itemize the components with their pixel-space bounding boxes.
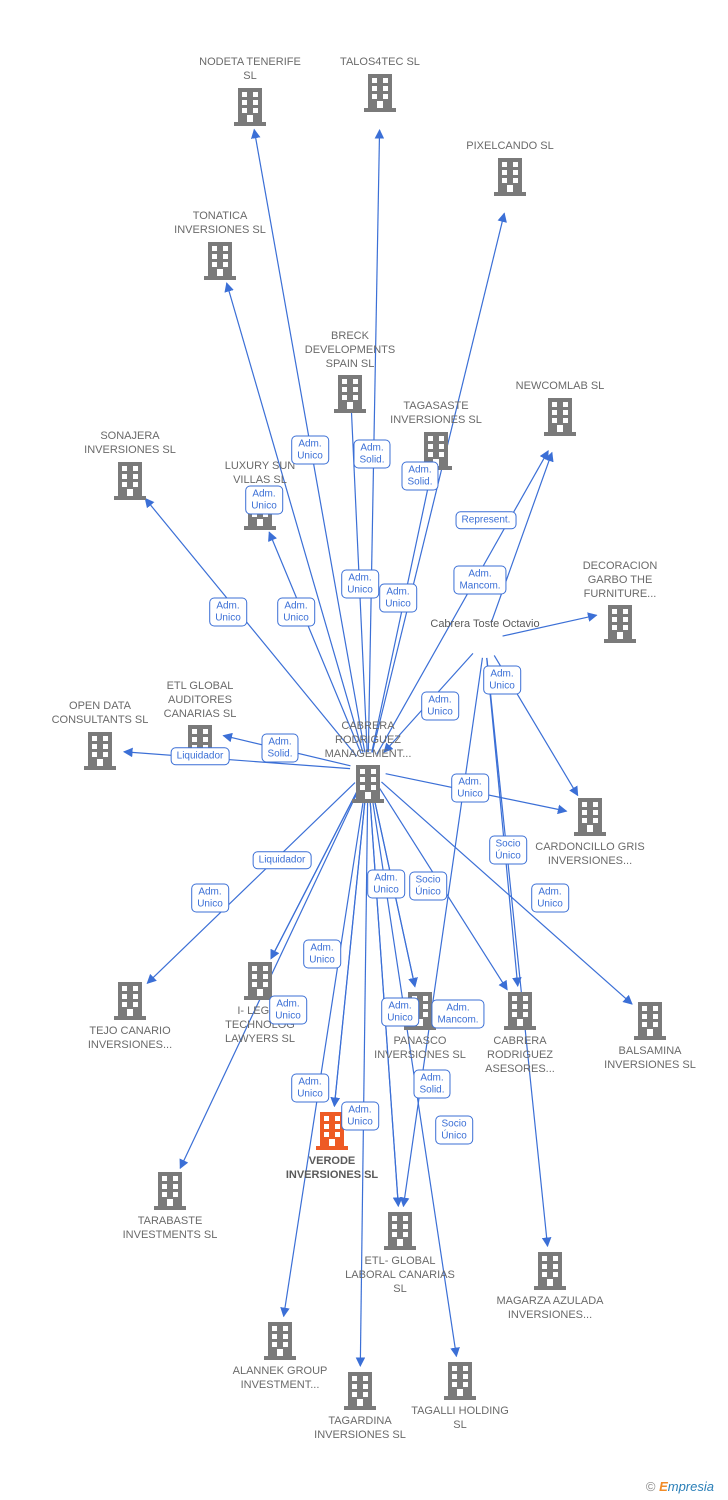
node-balsamina[interactable]: BALSAMINA INVERSIONES SL bbox=[595, 1000, 705, 1075]
building-icon bbox=[262, 1320, 298, 1360]
edge-label: Adm.Unico bbox=[483, 666, 521, 695]
edge-label: Adm.Unico bbox=[531, 884, 569, 913]
edge-label: Adm.Unico bbox=[379, 584, 417, 613]
node-tejo[interactable]: TEJO CANARIO INVERSIONES... bbox=[75, 980, 185, 1055]
edge-label: SocioÚnico bbox=[489, 836, 527, 865]
edge-label: Adm.Unico bbox=[191, 884, 229, 913]
edge bbox=[271, 786, 360, 959]
edge-label: Adm.Mancom. bbox=[431, 1000, 484, 1029]
node-tarabaste[interactable]: TARABASTE INVESTMENTS SL bbox=[115, 1170, 225, 1245]
node-tagardina[interactable]: TAGARDINA INVERSIONES SL bbox=[305, 1370, 415, 1445]
building-icon bbox=[350, 763, 386, 803]
edge-label: Liquidador bbox=[171, 747, 230, 765]
building-icon bbox=[82, 730, 118, 770]
node-label: TAGALLI HOLDING SL bbox=[405, 1405, 515, 1433]
building-icon bbox=[502, 990, 538, 1030]
building-icon bbox=[362, 72, 398, 112]
building-icon bbox=[342, 1370, 378, 1410]
node-sonajera[interactable]: SONAJERA INVERSIONES SL bbox=[75, 430, 185, 505]
node-magarza[interactable]: MAGARZA AZULADA INVERSIONES... bbox=[495, 1250, 605, 1325]
node-newcomlab[interactable]: NEWCOMLAB SL bbox=[505, 380, 615, 441]
node-label: SONAJERA INVERSIONES SL bbox=[75, 430, 185, 458]
node-nodeta[interactable]: NODETA TENERIFE SL bbox=[195, 56, 305, 131]
edge-label: Adm.Unico bbox=[277, 598, 315, 627]
building-icon bbox=[492, 156, 528, 196]
node-pixelcando[interactable]: PIXELCANDO SL bbox=[455, 140, 565, 201]
building-icon bbox=[532, 1250, 568, 1290]
building-icon bbox=[152, 1170, 188, 1210]
building-icon bbox=[382, 1210, 418, 1250]
node-label: NODETA TENERIFE SL bbox=[195, 56, 305, 84]
brand-initial: E bbox=[659, 1479, 668, 1494]
edge-label: Adm.Unico bbox=[381, 998, 419, 1027]
node-cardoncillo[interactable]: CARDONCILLO GRIS INVERSIONES... bbox=[535, 796, 645, 871]
building-icon bbox=[602, 603, 638, 643]
edge-label: Adm.Mancom. bbox=[453, 566, 506, 595]
edge-label: Liquidador bbox=[253, 851, 312, 869]
node-tagalli[interactable]: TAGALLI HOLDING SL bbox=[405, 1360, 515, 1435]
node-label: CABRERA RODRIGUEZ ASESORES... bbox=[465, 1035, 575, 1076]
edge-label: Adm.Unico bbox=[341, 1102, 379, 1131]
node-cabrera_toste[interactable]: Cabrera Toste Octavio bbox=[430, 618, 540, 634]
building-icon bbox=[632, 1000, 668, 1040]
node-label: PIXELCANDO SL bbox=[455, 140, 565, 154]
brand-rest: mpresia bbox=[668, 1479, 714, 1494]
node-cabrera_mgmt[interactable]: CABRERA RODRIGUEZ MANAGEMENT... bbox=[313, 720, 423, 808]
building-icon bbox=[112, 460, 148, 500]
node-label: TONATICA INVERSIONES SL bbox=[165, 210, 275, 238]
edge-label: Adm.Unico bbox=[421, 692, 459, 721]
node-decoracion[interactable]: DECORACION GARBO THE FURNITURE... bbox=[565, 560, 675, 648]
edge-label: Adm.Unico bbox=[451, 774, 489, 803]
edge-label: Adm.Unico bbox=[291, 1074, 329, 1103]
edge-label: Adm.Unico bbox=[367, 870, 405, 899]
edge-label: Adm.Unico bbox=[209, 598, 247, 627]
building-icon bbox=[242, 960, 278, 1000]
copyright-symbol: © bbox=[646, 1479, 656, 1494]
edge-label: Adm.Unico bbox=[291, 436, 329, 465]
edge-label: SocioÚnico bbox=[409, 872, 447, 901]
node-talos4tec[interactable]: TALOS4TEC SL bbox=[325, 56, 435, 117]
edge-label: Adm.Unico bbox=[269, 996, 307, 1025]
node-label: OPEN DATA CONSULTANTS SL bbox=[45, 700, 155, 728]
building-icon bbox=[542, 396, 578, 436]
edge-label: Adm.Solid. bbox=[353, 440, 390, 469]
copyright: © Empresia bbox=[646, 1479, 714, 1494]
node-label: TALOS4TEC SL bbox=[325, 56, 435, 70]
node-label: ETL GLOBAL AUDITORES CANARIAS SL bbox=[145, 680, 255, 721]
node-label: VERODE INVERSIONES SL bbox=[277, 1155, 387, 1183]
node-etl_laboral[interactable]: ETL- GLOBAL LABORAL CANARIAS SL bbox=[345, 1210, 455, 1298]
edge bbox=[487, 658, 548, 1246]
node-label: CARDONCILLO GRIS INVERSIONES... bbox=[535, 841, 645, 869]
edge-label: SocioÚnico bbox=[435, 1116, 473, 1145]
node-label: BRECK DEVELOPMENTS SPAIN SL bbox=[295, 330, 405, 371]
node-label: TAGARDINA INVERSIONES SL bbox=[305, 1415, 415, 1443]
building-icon bbox=[442, 1360, 478, 1400]
building-icon bbox=[332, 373, 368, 413]
edge-label: Adm.Solid. bbox=[261, 734, 298, 763]
edge-label: Adm.Unico bbox=[341, 570, 379, 599]
building-icon bbox=[232, 86, 268, 126]
building-icon bbox=[572, 796, 608, 836]
node-label: TARABASTE INVESTMENTS SL bbox=[115, 1215, 225, 1243]
edge-label: Adm.Solid. bbox=[413, 1070, 450, 1099]
node-tonatica[interactable]: TONATICA INVERSIONES SL bbox=[165, 210, 275, 285]
building-icon bbox=[112, 980, 148, 1020]
node-label: TAGASASTE INVERSIONES SL bbox=[381, 400, 491, 428]
edge-label: Adm.Unico bbox=[245, 486, 283, 515]
node-label: CABRERA RODRIGUEZ MANAGEMENT... bbox=[313, 720, 423, 761]
node-label: ETL- GLOBAL LABORAL CANARIAS SL bbox=[345, 1255, 455, 1296]
edge bbox=[491, 453, 552, 623]
node-label: NEWCOMLAB SL bbox=[505, 380, 615, 394]
edge-label: Represent. bbox=[456, 511, 517, 529]
edge-label: Adm.Unico bbox=[303, 940, 341, 969]
node-label: PANASCO INVERSIONES SL bbox=[365, 1035, 475, 1063]
node-open_data[interactable]: OPEN DATA CONSULTANTS SL bbox=[45, 700, 155, 775]
node-label: TEJO CANARIO INVERSIONES... bbox=[75, 1025, 185, 1053]
node-label: MAGARZA AZULADA INVERSIONES... bbox=[495, 1295, 605, 1323]
edge-label: Adm.Solid. bbox=[401, 462, 438, 491]
node-label: BALSAMINA INVERSIONES SL bbox=[595, 1045, 705, 1073]
building-icon bbox=[202, 240, 238, 280]
node-label: Cabrera Toste Octavio bbox=[430, 618, 540, 632]
node-label: DECORACION GARBO THE FURNITURE... bbox=[565, 560, 675, 601]
